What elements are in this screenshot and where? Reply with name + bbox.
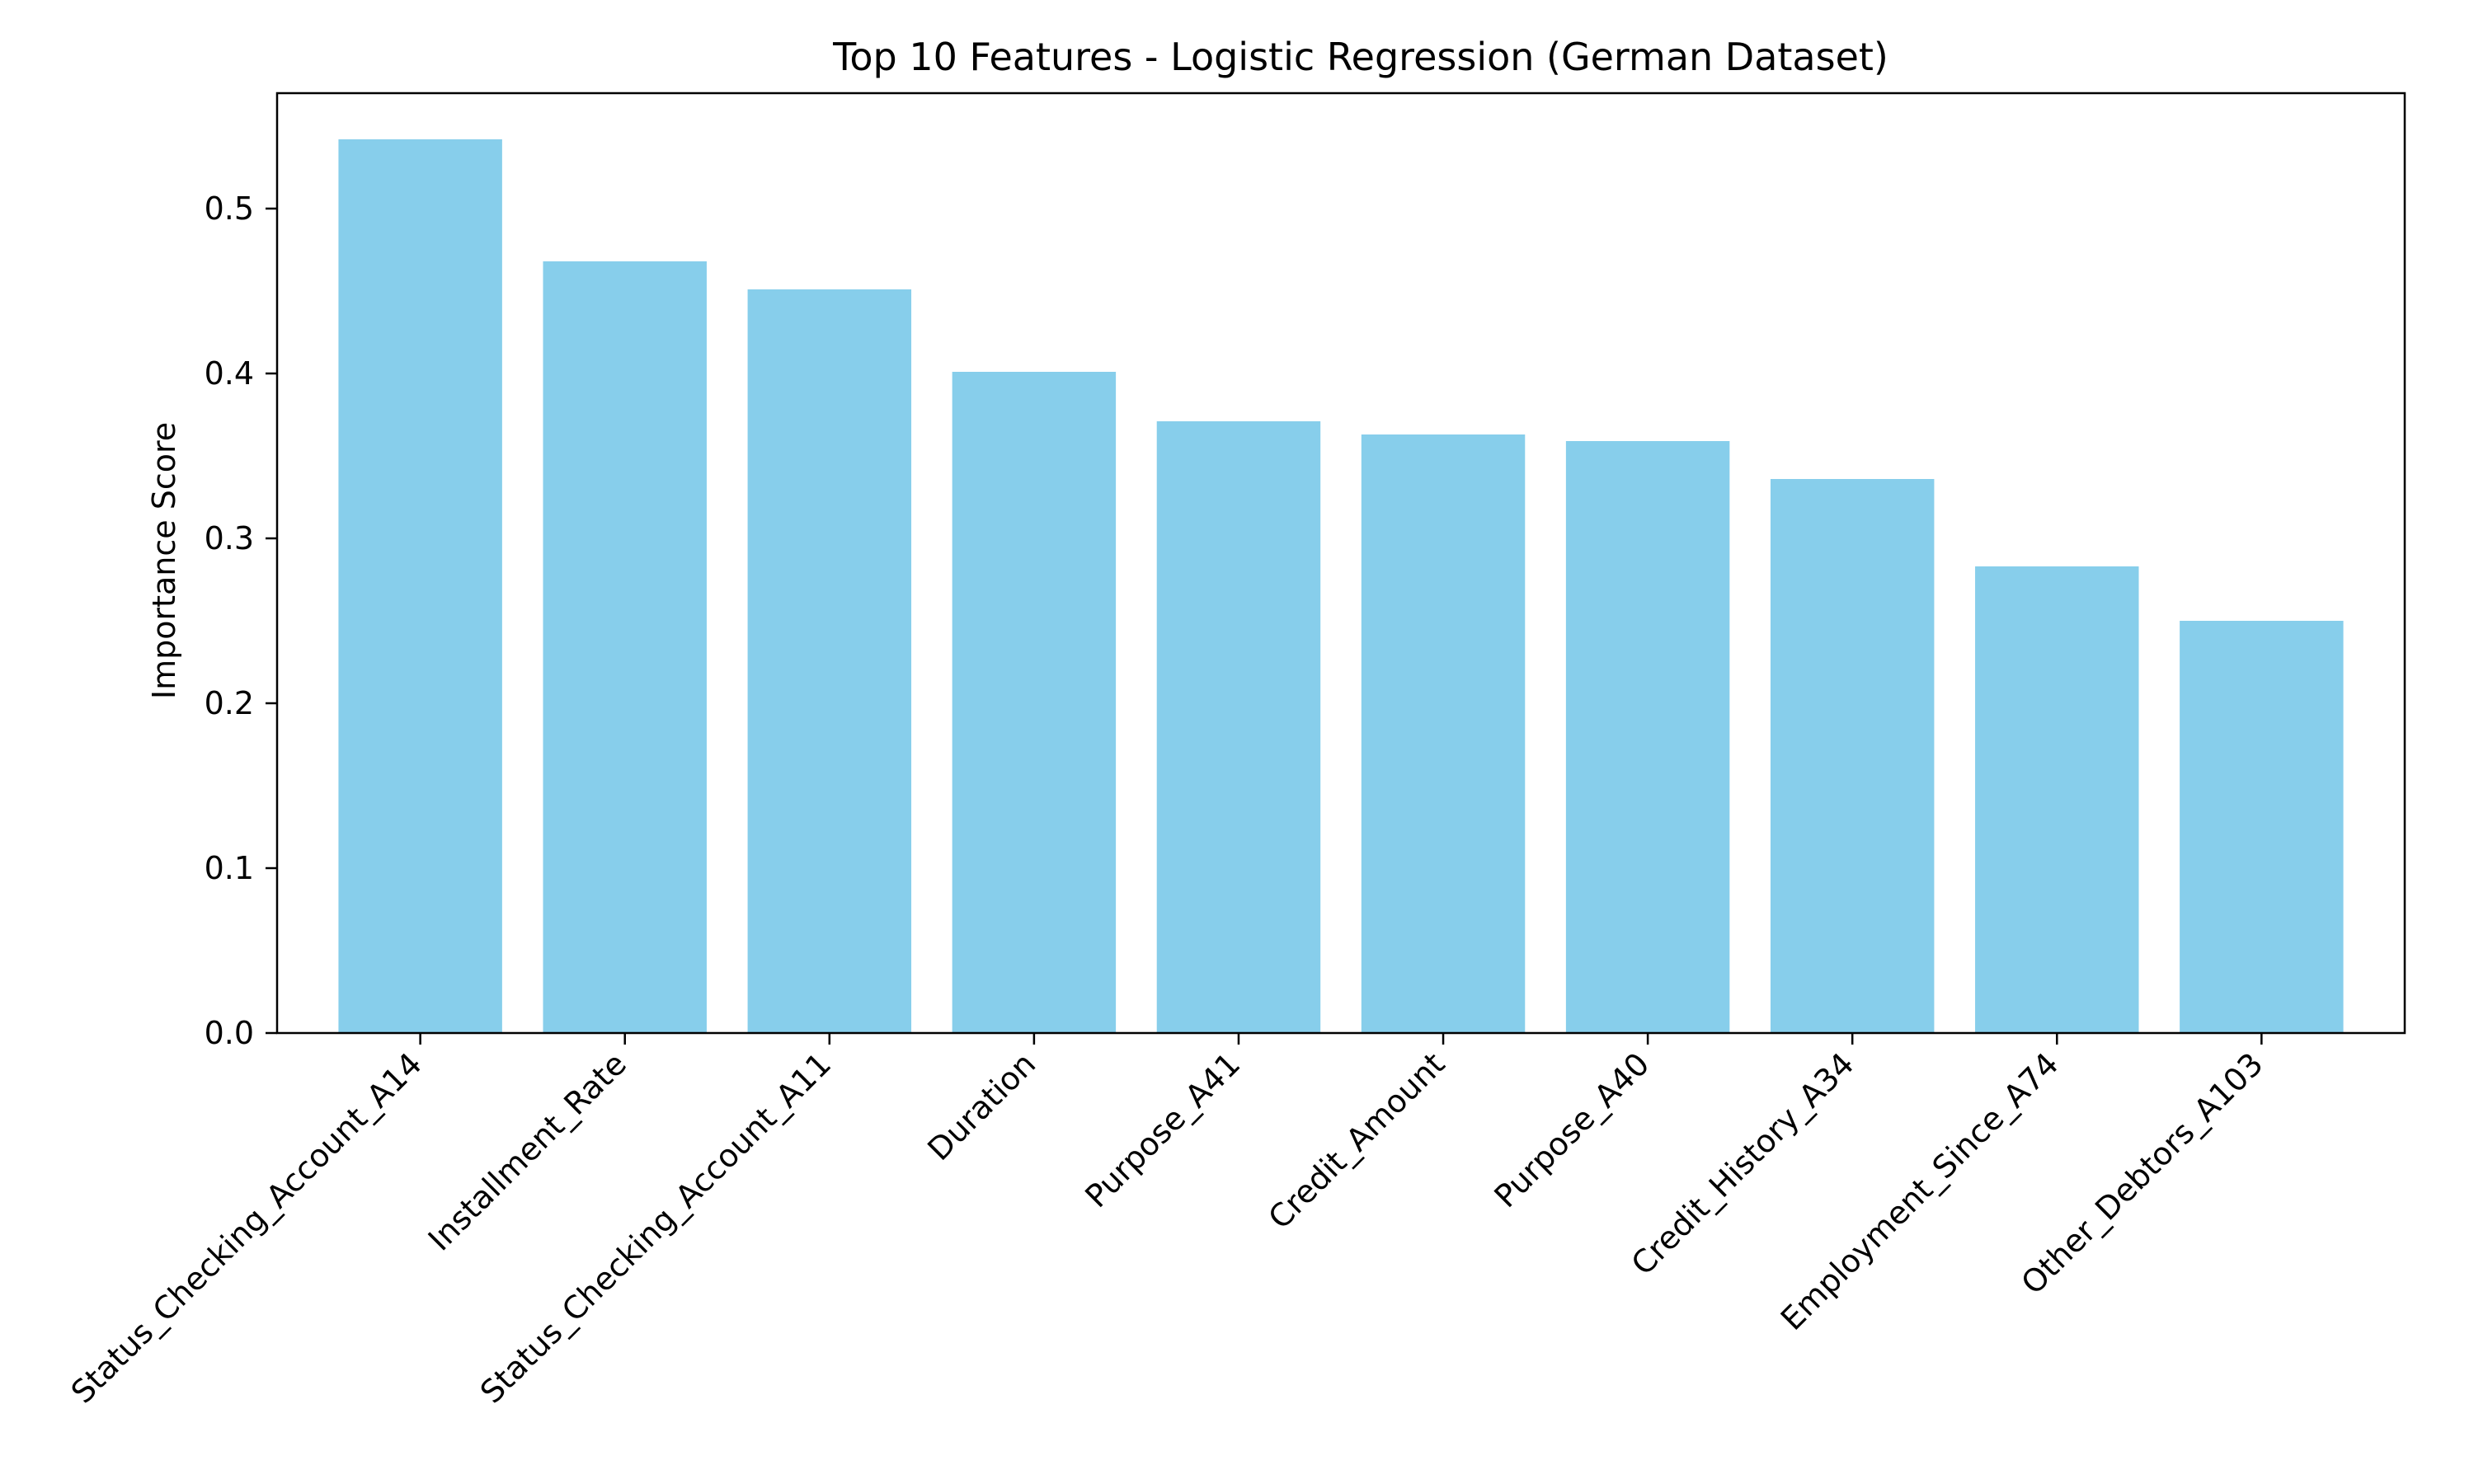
x-tick-label-5: Credit_Amount xyxy=(1261,1045,1451,1236)
y-tick-label-0: 0.0 xyxy=(205,1015,254,1051)
y-tick-label-1: 0.1 xyxy=(205,850,254,886)
plot-frame xyxy=(275,92,2406,1035)
x-tick-label-4: Purpose_A41 xyxy=(1078,1045,1247,1214)
x-tick-label-0: Status_Checking_Account_A14 xyxy=(64,1045,429,1410)
y-tick-label-3: 0.3 xyxy=(205,520,254,556)
bar-1 xyxy=(543,261,707,1033)
chart-title: Top 10 Features - Logistic Regression (G… xyxy=(832,35,1888,79)
bar-3 xyxy=(952,372,1117,1033)
x-tick-label-7: Credit_History_A34 xyxy=(1625,1045,1861,1282)
bar-5 xyxy=(1361,434,1526,1033)
x-tick-label-6: Purpose_A40 xyxy=(1488,1045,1657,1214)
x-tick-label-1: Installment_Rate xyxy=(421,1045,633,1257)
bar-8 xyxy=(1975,566,2139,1033)
bar-0 xyxy=(338,139,502,1033)
bar-2 xyxy=(747,289,912,1033)
x-tick-label-3: Duration xyxy=(920,1045,1042,1167)
y-axis-ticks: 0.0 0.1 0.2 0.3 0.4 0.5 xyxy=(205,190,277,1051)
y-tick-label-4: 0.4 xyxy=(205,355,254,392)
bar-4 xyxy=(1156,421,1321,1033)
y-axis-title: Importance Score xyxy=(146,422,182,699)
y-tick-label-5: 0.5 xyxy=(205,190,254,227)
y-tick-label-2: 0.2 xyxy=(205,685,254,721)
bars-group xyxy=(338,139,2344,1033)
bar-6 xyxy=(1565,441,1730,1033)
bar-9 xyxy=(2180,621,2344,1033)
x-axis-ticks: Status_Checking_Account_A14Installment_R… xyxy=(64,1033,2270,1411)
bar-7 xyxy=(1770,479,1935,1033)
x-tick-label-2: Status_Checking_Account_A11 xyxy=(473,1045,838,1410)
